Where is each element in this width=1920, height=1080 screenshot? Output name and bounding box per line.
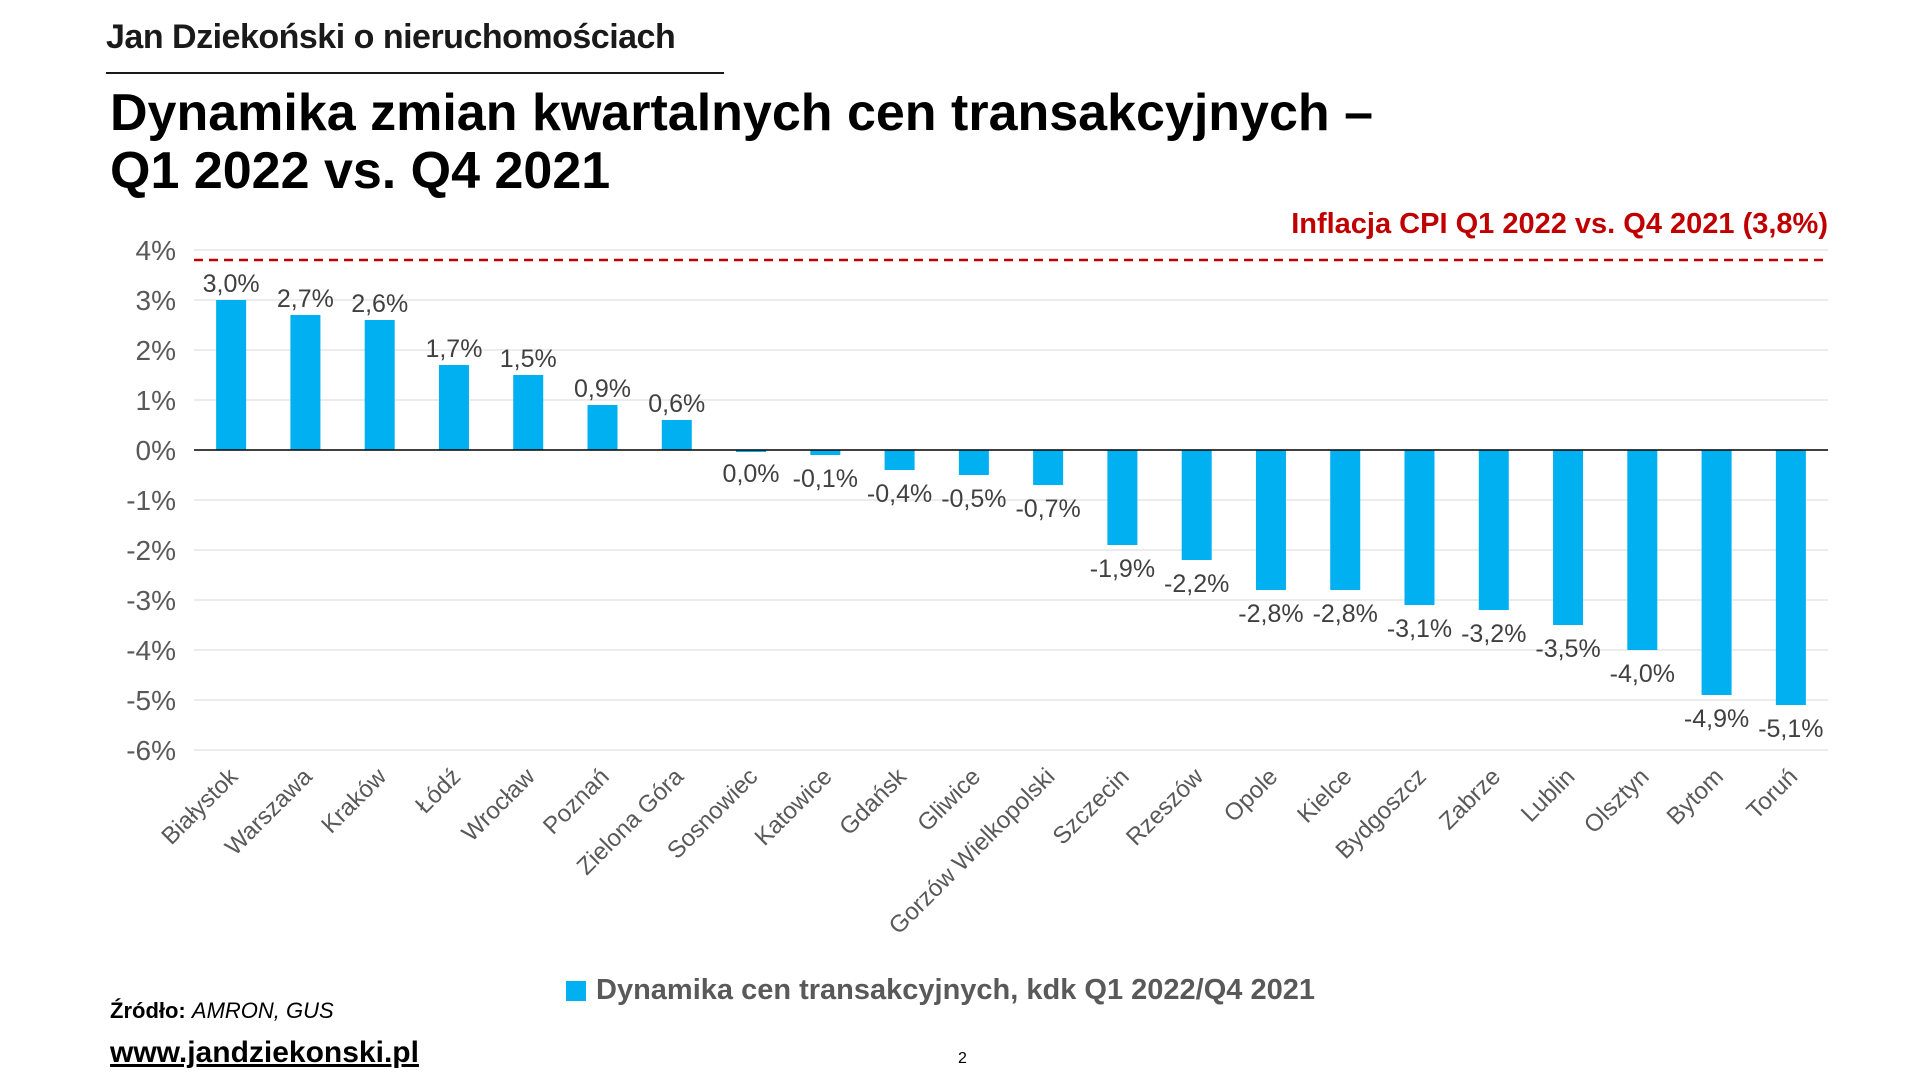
category-label: Zabrze: [1434, 763, 1506, 835]
bar: [1255, 450, 1286, 590]
category-label: Bytom: [1662, 763, 1729, 830]
category-label: Gdańsk: [834, 762, 912, 840]
bar: [1553, 450, 1584, 625]
data-label: -3,2%: [1461, 620, 1526, 648]
data-label: -2,2%: [1164, 570, 1229, 598]
bar: [1701, 450, 1732, 695]
bar: [1033, 450, 1064, 485]
data-label: -3,1%: [1387, 615, 1452, 643]
bar: [661, 420, 692, 450]
data-label: -3,5%: [1535, 635, 1600, 663]
category-label: Katowice: [750, 763, 838, 851]
data-label: -0,4%: [867, 480, 932, 508]
category-label: Kraków: [316, 763, 392, 839]
bar: [364, 320, 395, 450]
bar: [216, 300, 247, 450]
data-label: 1,7%: [425, 335, 482, 363]
bar: [587, 405, 618, 450]
y-tick-label: 1%: [136, 385, 176, 416]
category-label: Opole: [1219, 763, 1283, 827]
data-label: 2,7%: [277, 285, 334, 313]
data-label: 1,5%: [500, 345, 557, 373]
bar: [1181, 450, 1212, 560]
category-label: Łódź: [410, 763, 466, 819]
bar: [1107, 450, 1138, 545]
y-tick-label: -2%: [126, 535, 176, 566]
bar: [810, 450, 841, 455]
website-link[interactable]: www.jandziekonski.pl: [110, 1036, 419, 1069]
data-label: -0,1%: [793, 465, 858, 493]
data-label: 2,6%: [351, 290, 408, 318]
category-label: Rzeszów: [1121, 763, 1209, 851]
category-label: Olsztyn: [1579, 763, 1655, 839]
bar: [1775, 450, 1806, 705]
bar: [1404, 450, 1435, 605]
category-label: Wrocław: [457, 763, 541, 847]
y-tick-label: 2%: [136, 335, 176, 366]
bar: [290, 315, 321, 450]
data-label: -0,5%: [941, 485, 1006, 513]
y-tick-label: -5%: [126, 685, 176, 716]
y-tick-label: -6%: [126, 735, 176, 766]
legend-label: Dynamika cen transakcyjnych, kdk Q1 2022…: [596, 974, 1315, 1006]
y-tick-label: -3%: [126, 585, 176, 616]
source-note: Źródło: AMRON, GUS: [110, 998, 334, 1024]
category-label: Kielce: [1292, 763, 1357, 828]
y-tick-label: -1%: [126, 485, 176, 516]
data-label: -2,8%: [1313, 600, 1378, 628]
category-label: Poznań: [538, 763, 615, 840]
y-tick-label: 3%: [136, 285, 176, 316]
data-label: 3,0%: [203, 270, 260, 298]
page-title-line-2: Q1 2022 vs. Q4 2021: [110, 142, 611, 200]
bar-chart: 4%3%2%1%0%-1%-2%-3%-4%-5%-6%3,0%Białysto…: [126, 235, 1828, 940]
data-label: 0,9%: [574, 375, 631, 403]
y-tick-label: 0%: [136, 435, 176, 466]
page-title: Dynamika zmian kwartalnych cen transakcy…: [110, 84, 1510, 200]
bar: [513, 375, 544, 450]
bar: [1627, 450, 1658, 650]
bar: [958, 450, 989, 475]
brand-name: Jan Dziekoński o nieruchomościach: [106, 18, 676, 56]
page-number: 2: [958, 1050, 967, 1067]
category-label: Szczecin: [1048, 763, 1135, 850]
source-value: AMRON, GUS: [191, 998, 334, 1023]
brand-underline: [106, 72, 724, 74]
data-label: -4,9%: [1684, 705, 1749, 733]
legend-swatch: [566, 980, 586, 1001]
y-tick-label: 4%: [136, 235, 176, 266]
data-label: -5,1%: [1758, 715, 1823, 743]
data-label: -4,0%: [1610, 660, 1675, 688]
bar: [884, 450, 915, 470]
data-label: -0,7%: [1015, 495, 1080, 523]
bar: [736, 450, 767, 452]
bar: [438, 365, 469, 450]
category-label: Gliwice: [912, 763, 986, 837]
data-label: -1,9%: [1090, 555, 1155, 583]
y-tick-label: -4%: [126, 635, 176, 666]
data-label: 0,6%: [648, 390, 705, 418]
inflation-reference-label: Inflacja CPI Q1 2022 vs. Q4 2021 (3,8%): [1291, 208, 1828, 240]
page-title-line-1: Dynamika zmian kwartalnych cen transakcy…: [110, 84, 1374, 142]
bar: [1478, 450, 1509, 610]
category-label: Lublin: [1516, 763, 1580, 827]
category-label: Toruń: [1742, 763, 1804, 825]
chart-legend: Dynamika cen transakcyjnych, kdk Q1 2022…: [566, 974, 1315, 1007]
bar: [1330, 450, 1361, 590]
source-label: Źródło:: [110, 998, 186, 1023]
data-label: -2,8%: [1238, 600, 1303, 628]
data-label: 0,0%: [723, 460, 780, 488]
